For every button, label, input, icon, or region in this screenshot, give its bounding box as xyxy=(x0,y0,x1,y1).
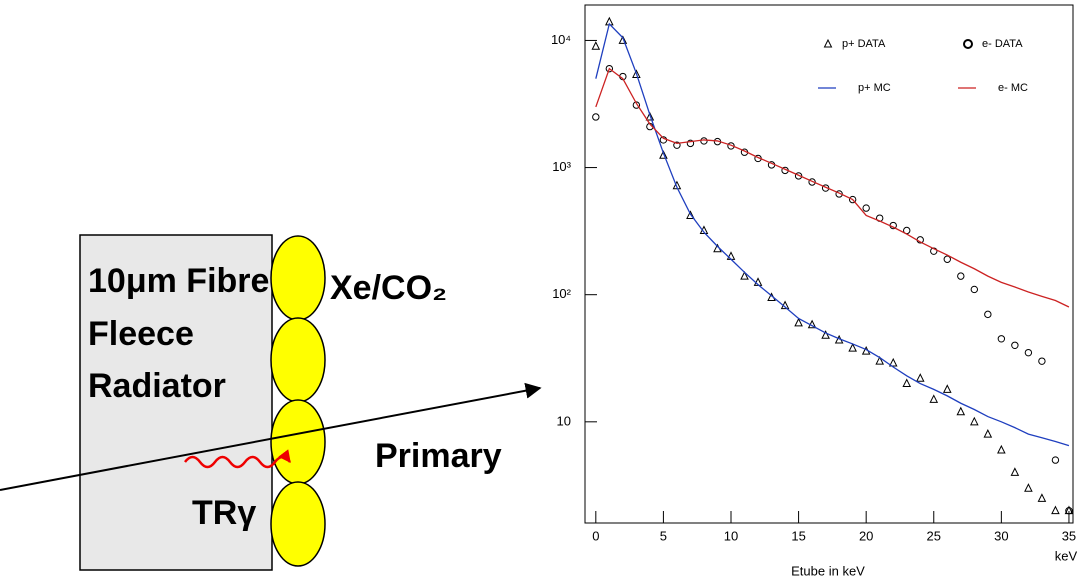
data-point xyxy=(915,373,925,382)
data-point xyxy=(970,285,979,294)
radiator-label: Fleece xyxy=(88,315,194,353)
data-point xyxy=(1037,493,1047,502)
x-tick-label: 30 xyxy=(994,528,1008,543)
data-point xyxy=(888,357,898,367)
legend-marker xyxy=(963,39,973,49)
y-tick-label: 10⁴ xyxy=(551,32,571,47)
data-point xyxy=(943,255,951,263)
data-point xyxy=(686,139,695,148)
data-point xyxy=(929,394,939,403)
x-tick-label: 0 xyxy=(592,528,599,543)
data-point xyxy=(862,204,870,212)
y-tick-label: 10² xyxy=(552,286,571,301)
data-point xyxy=(902,378,912,388)
gas-label: Xe/CO₂ xyxy=(330,269,447,307)
tr-photon xyxy=(184,449,291,469)
diagram: 10μm Fibre Fleece Radiator Xe/CO₂ Primar… xyxy=(0,234,542,571)
radiator-label: Radiator xyxy=(88,367,226,405)
primary-label: Primary xyxy=(375,437,502,475)
data-point xyxy=(821,330,830,339)
data-point xyxy=(618,35,628,44)
y-tick-label: 10³ xyxy=(552,159,571,174)
data-point xyxy=(983,429,993,438)
legend-label: p+ DATA xyxy=(842,38,886,50)
data-point xyxy=(848,195,857,204)
straw xyxy=(270,481,326,567)
data-point xyxy=(970,416,979,426)
data-point xyxy=(632,69,641,78)
data-point xyxy=(930,247,938,255)
data-point xyxy=(605,64,614,73)
data-point xyxy=(632,101,641,109)
data-point xyxy=(997,335,1006,343)
data-point xyxy=(848,342,857,352)
mc-line xyxy=(595,22,1070,447)
primary-track xyxy=(0,382,542,491)
data-point xyxy=(673,141,681,149)
x-tick-label: 10 xyxy=(724,528,738,543)
data-point xyxy=(794,317,803,327)
data-point xyxy=(1010,467,1020,476)
data-point xyxy=(1065,506,1073,515)
data-point xyxy=(984,310,992,319)
data-point xyxy=(1024,483,1033,492)
data-point xyxy=(997,444,1006,454)
data-point xyxy=(645,111,655,121)
plot-frame xyxy=(584,4,1074,524)
photon-label: TRγ xyxy=(192,494,256,532)
data-point xyxy=(686,210,695,219)
x-tick-label: 5 xyxy=(660,528,667,543)
radiator-label: 10μm Fibre xyxy=(88,262,269,300)
x-tick-label: 25 xyxy=(927,528,941,543)
data-point xyxy=(659,150,668,159)
data-point xyxy=(592,113,600,121)
legend-label: p+ MC xyxy=(858,82,891,94)
straw xyxy=(270,317,326,403)
data-point xyxy=(1024,348,1033,357)
radiator xyxy=(79,234,273,571)
data-point xyxy=(700,137,708,145)
data-point xyxy=(740,270,749,280)
x-unit: keV xyxy=(1055,548,1078,563)
straw xyxy=(270,235,326,321)
x-tick-label: 35 xyxy=(1062,528,1076,543)
straw xyxy=(270,399,326,485)
data-point xyxy=(875,356,885,365)
chart: keV Etube in keV 10 10² 10³ 10⁴ 0 5 10 15 20 25 30… xyxy=(551,4,1078,578)
data-point xyxy=(942,384,952,393)
x-axis-label: Etube in keV xyxy=(791,563,865,578)
data-point xyxy=(591,41,601,50)
legend-marker xyxy=(823,38,833,48)
data-point xyxy=(794,172,803,180)
mc-line xyxy=(595,67,1070,308)
x-tick-label: 15 xyxy=(791,528,805,543)
legend-label: e- DATA xyxy=(982,38,1023,50)
data-point xyxy=(1051,505,1060,515)
legend-label: e- MC xyxy=(998,82,1028,94)
data-point xyxy=(957,272,965,280)
data-point xyxy=(1038,357,1046,365)
y-tick-label: 10 xyxy=(557,413,571,428)
x-tick-label: 20 xyxy=(859,528,873,543)
data-point xyxy=(1011,341,1019,349)
data-point xyxy=(956,406,966,416)
data-point xyxy=(1051,456,1060,464)
